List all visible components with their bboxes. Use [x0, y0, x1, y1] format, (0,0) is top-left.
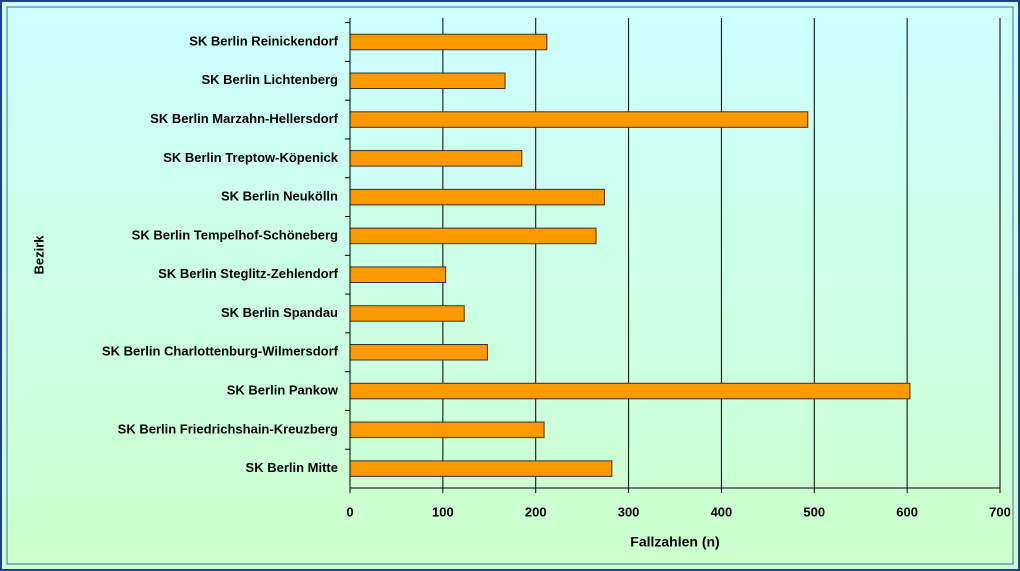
x-axis-label: Fallzahlen (n): [630, 534, 719, 550]
y-tick-label: SK Berlin Mitte: [246, 460, 338, 475]
x-tick-label: 200: [525, 504, 547, 519]
x-tick-label: 100: [432, 504, 454, 519]
bar: [349, 111, 809, 128]
y-tick-label: SK Berlin Marzahn-Hellersdorf: [150, 111, 338, 126]
x-tick-label: 300: [618, 504, 640, 519]
y-tick-label: SK Berlin Steglitz-Zehlendorf: [158, 266, 339, 281]
frame: [6, 6, 1014, 565]
y-tick-label: SK Berlin Treptow-Köpenick: [163, 150, 339, 165]
y-tick-label: SK Berlin Charlottenburg-Wilmersdorf: [102, 344, 339, 359]
y-tick-label: SK Berlin Tempelhof-Schöneberg: [132, 227, 338, 242]
y-tick-label: SK Berlin Friedrichshain-Kreuzberg: [118, 421, 338, 436]
bar: [349, 421, 545, 439]
y-tick-label: SK Berlin Neukölln: [221, 189, 338, 204]
bar: [349, 344, 488, 361]
bar: [349, 33, 548, 51]
x-tick-label: 700: [989, 504, 1011, 519]
bar: [349, 382, 911, 400]
bar: [349, 305, 465, 322]
y-axis-label: Bezirk: [31, 235, 46, 275]
x-tick-label: 600: [896, 504, 918, 519]
x-tick-label: 400: [711, 504, 733, 519]
bar: [349, 266, 447, 283]
y-tick-label: SK Berlin Reinickendorf: [189, 33, 338, 48]
y-tick-label: SK Berlin Pankow: [227, 382, 339, 397]
bar: [349, 227, 597, 245]
y-tick-label: SK Berlin Lichtenberg: [201, 72, 338, 87]
bar: [349, 72, 506, 90]
bar: [349, 460, 613, 477]
bar: [349, 150, 523, 167]
x-tick-label: 0: [346, 504, 353, 519]
x-tick-label: 500: [803, 504, 825, 519]
y-tick-label: SK Berlin Spandau: [221, 305, 338, 320]
bar: [349, 188, 605, 206]
